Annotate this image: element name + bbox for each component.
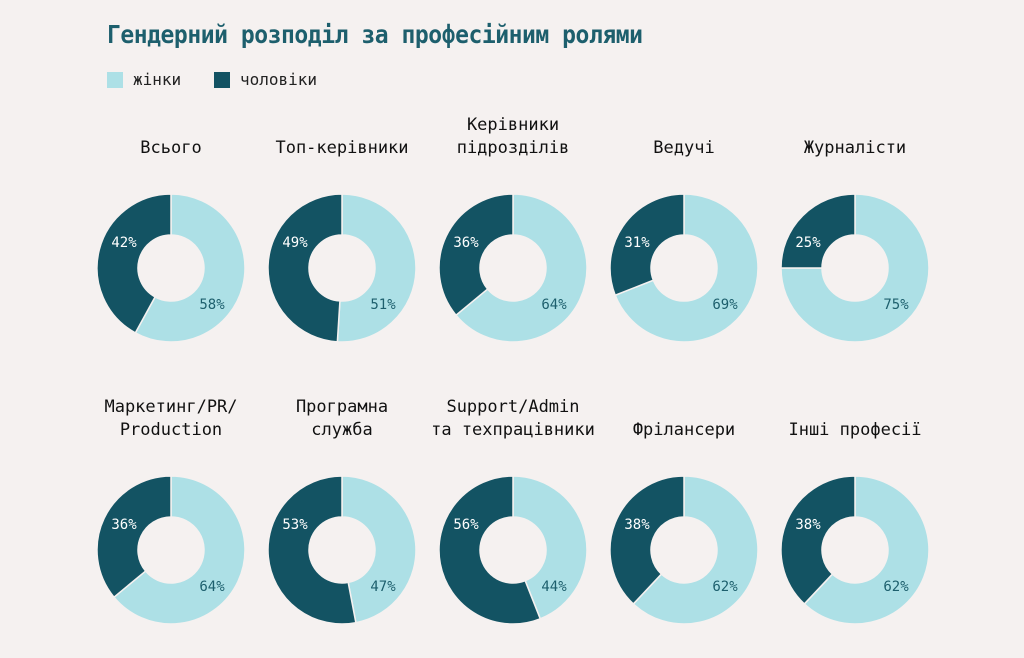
legend-item-men: чоловіки xyxy=(214,70,317,89)
label-men: 38% xyxy=(795,517,821,533)
segment-women xyxy=(632,475,759,625)
label-women: 58% xyxy=(199,297,225,313)
label-men: 49% xyxy=(282,235,308,251)
segment-men xyxy=(438,193,514,317)
segment-women xyxy=(341,475,417,624)
donut-chart: 44% 56% xyxy=(438,475,588,625)
segment-women xyxy=(512,475,588,620)
label-women: 75% xyxy=(883,297,909,313)
donut-caption: Маркетинг/PR/ Production xyxy=(104,397,238,440)
donut-caption: Керівники підрозділів xyxy=(456,115,570,158)
label-men: 42% xyxy=(111,235,137,251)
donut-chart: 64% 36% xyxy=(438,193,588,343)
segment-women xyxy=(614,193,759,343)
segment-women xyxy=(803,475,930,625)
segment-men xyxy=(267,193,343,343)
donut-chart: 64% 36% xyxy=(96,475,246,625)
label-women: 64% xyxy=(541,297,567,313)
donut-chart: 69% 31% xyxy=(609,193,759,343)
segment-men xyxy=(609,193,685,297)
segment-women xyxy=(112,475,246,625)
segment-men xyxy=(96,193,172,334)
label-men: 25% xyxy=(795,235,821,251)
segment-men xyxy=(609,475,685,606)
label-men: 36% xyxy=(111,517,137,533)
segment-women xyxy=(454,193,588,343)
label-women: 62% xyxy=(712,579,738,595)
donut-caption: Інші професії xyxy=(788,420,922,440)
legend-label-men: чоловіки xyxy=(240,70,318,89)
donut-caption: Програмна служба xyxy=(295,397,389,440)
segment-men xyxy=(96,475,172,599)
legend-label-women: жінки xyxy=(133,70,182,89)
donut-chart: 62% 38% xyxy=(609,475,759,625)
segment-men xyxy=(780,475,856,606)
label-women: 64% xyxy=(199,579,225,595)
legend-swatch-women xyxy=(107,71,123,88)
segment-men xyxy=(780,193,856,269)
donut-chart: 62% 38% xyxy=(780,475,930,625)
label-women: 69% xyxy=(712,297,738,313)
donut-caption: Всього xyxy=(140,138,202,158)
segment-women xyxy=(134,193,246,343)
segment-men xyxy=(438,475,542,625)
label-men: 38% xyxy=(624,517,650,533)
label-men: 53% xyxy=(282,517,308,533)
segment-women xyxy=(336,193,417,343)
label-women: 47% xyxy=(370,579,396,595)
donut-chart: 75% 25% xyxy=(780,193,930,343)
donut-caption: Support/Admin та техпрацівники xyxy=(431,397,595,440)
label-women: 51% xyxy=(370,297,396,313)
segment-men xyxy=(267,475,357,625)
donut-caption: Топ-керівники xyxy=(275,138,409,158)
label-women: 44% xyxy=(541,579,567,595)
label-men: 56% xyxy=(453,517,479,533)
donut-chart: 51% 49% xyxy=(267,193,417,343)
legend-swatch-men xyxy=(214,71,230,88)
chart-title: Гендерний розподіл за професійним ролями xyxy=(107,20,643,49)
segment-women xyxy=(780,193,930,343)
label-men: 31% xyxy=(624,235,650,251)
donut-caption: Журналісти xyxy=(803,138,907,158)
label-men: 36% xyxy=(453,235,479,251)
donut-chart: 47% 53% xyxy=(267,475,417,625)
donut-caption: Ведучі xyxy=(653,138,715,158)
donut-chart: 58% 42% xyxy=(96,193,246,343)
donut-caption: Фрілансери xyxy=(632,420,736,440)
legend-item-women: жінки xyxy=(107,70,181,89)
label-women: 62% xyxy=(883,579,909,595)
